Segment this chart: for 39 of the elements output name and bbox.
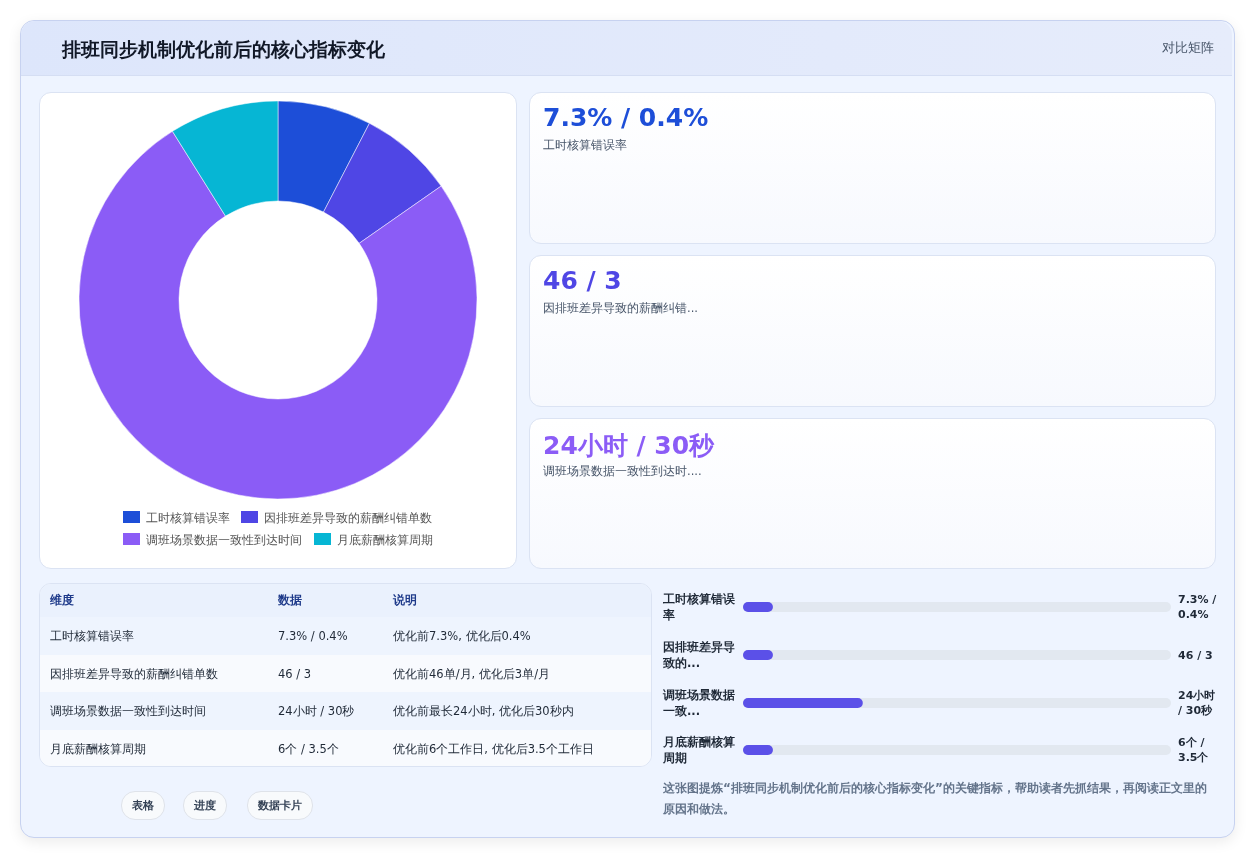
text: 调班场景数据一致性到达时间 <box>50 704 206 719</box>
text: 46 / 3 <box>543 266 622 295</box>
y-tick-label: 工时核算错误率 <box>663 591 736 623</box>
text: 46 / 3 <box>1178 647 1214 663</box>
text: 24小时 / 30秒 <box>278 704 355 719</box>
legend-label: 调班场景数据一致性到达时间 <box>146 532 302 547</box>
legend-label: 月底薪酬核算周期 <box>337 532 433 547</box>
text: 月底薪酬核算周期 <box>50 741 146 757</box>
text: 优化前6个工作日, 优化后3.5个工作日 <box>393 741 594 757</box>
legend-label: 工时核算错误率 <box>146 510 230 525</box>
text: 数据卡片 <box>247 791 313 820</box>
text: 46 / 3 <box>278 666 312 681</box>
text: 6个 / 3.5个 <box>278 741 339 757</box>
text: 调班场景数据一致性到达时.... <box>543 464 702 479</box>
text: 6个 / 3.5个 <box>1178 735 1210 765</box>
text: 因排班差异导致的薪酬纠错... <box>543 301 698 316</box>
text: 说明 <box>393 593 417 608</box>
text: 因排班差异导致的薪酬纠错单数 <box>50 666 218 682</box>
text: 工时核算错误率 <box>543 138 627 153</box>
text: 优化前最长24小时, 优化后30秒内 <box>393 704 574 719</box>
text: 优化前46单/月, 优化后3单/月 <box>393 666 551 682</box>
legend-label: 因排班差异导致的薪酬纠错单数 <box>264 510 432 525</box>
text: 排班同步机制优化前后的核心指标变化 <box>62 37 385 62</box>
y-tick-label: 月底薪酬核算周期 <box>663 734 736 766</box>
y-tick-label: 调班场景数据一致... <box>663 687 736 719</box>
text: 对比矩阵 <box>1162 40 1214 57</box>
text: 工时核算错误率 <box>50 629 134 644</box>
y-tick-label: 因排班差异导致的... <box>663 639 736 671</box>
text: 维度 <box>50 593 74 608</box>
text: 表格 <box>121 791 165 820</box>
text: 24小时 / 30秒 <box>543 430 715 462</box>
text: 进度 <box>183 791 227 820</box>
text: 24小时 / 30秒 <box>1178 688 1217 718</box>
text: 7.3% / 0.4% <box>543 103 709 132</box>
text: 优化前7.3%, 优化后0.4% <box>393 629 531 644</box>
text: 7.3% / 0.4% <box>278 629 348 643</box>
text: 数据 <box>278 593 302 608</box>
text: 这张图提炼“排班同步机制优化前后的核心指标变化”的关键指标，帮助读者先抓结果，再阅读正文里的原因和做法。 <box>663 780 1208 818</box>
text: 7.3% / 0.4% <box>1178 592 1218 622</box>
